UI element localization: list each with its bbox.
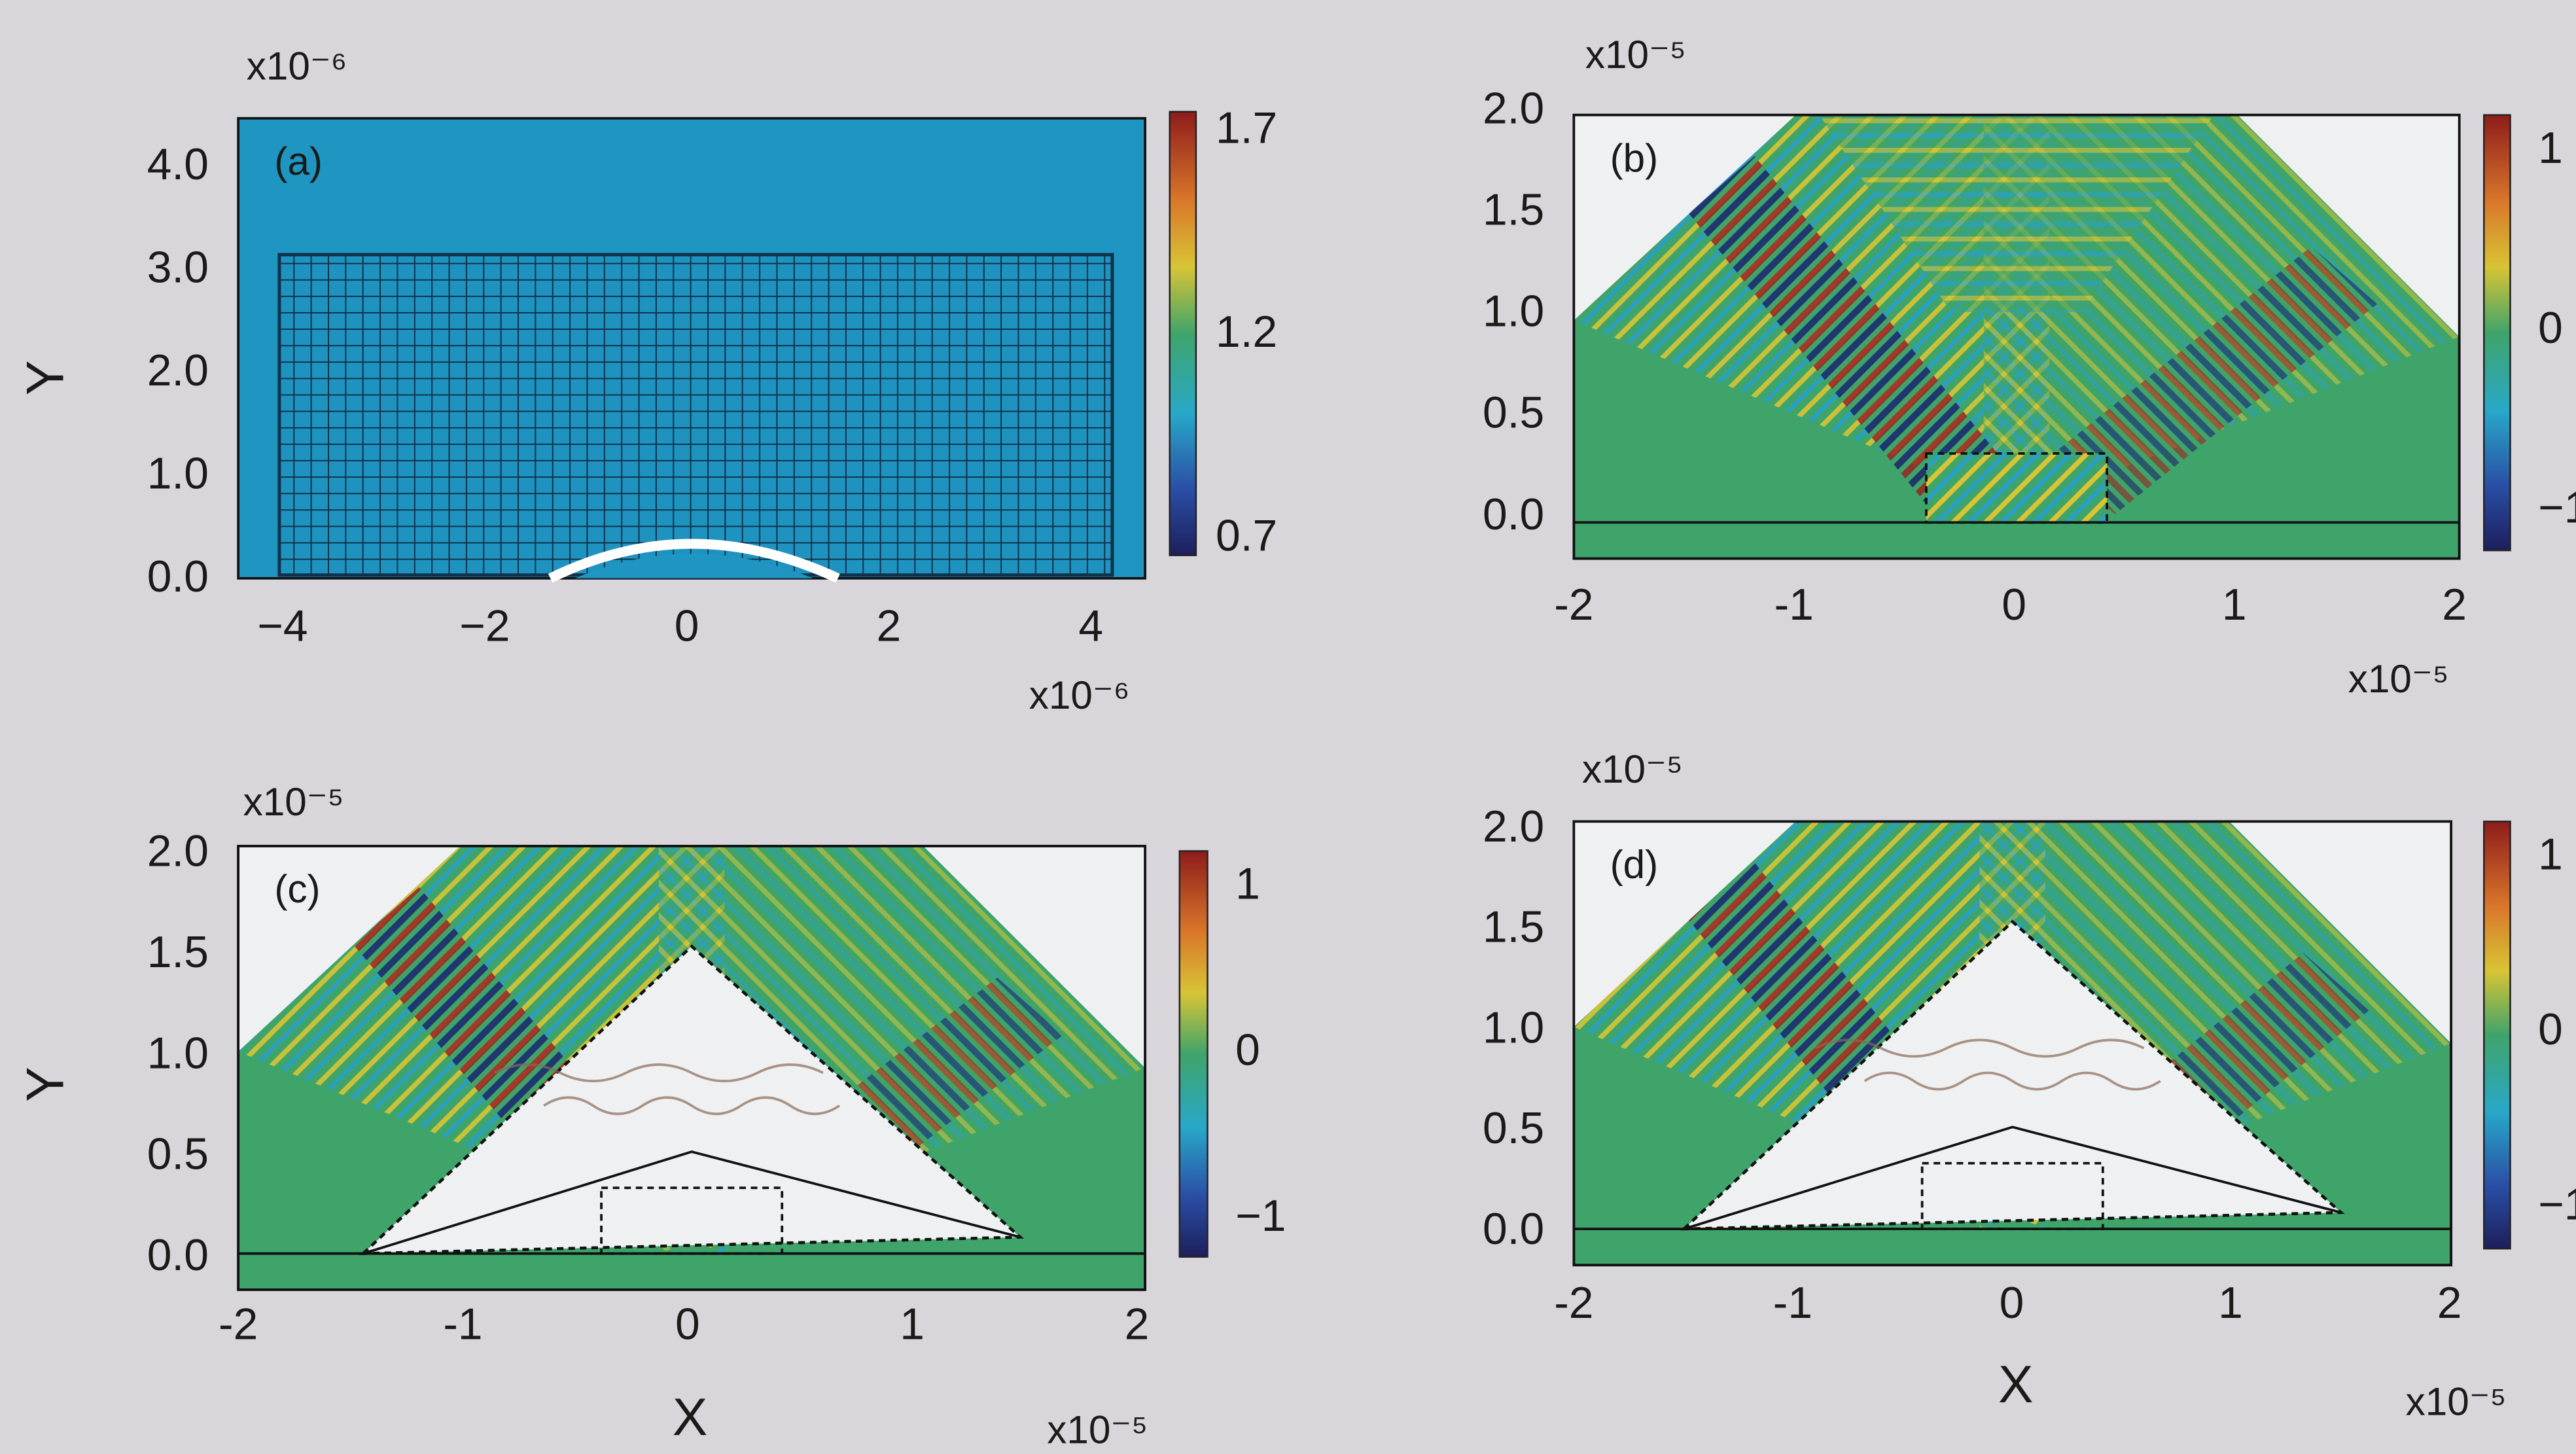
exponent: x10⁻⁵ <box>2348 656 2449 701</box>
panel-label: (c) <box>274 866 320 911</box>
scatterer <box>1925 452 2108 524</box>
y-tick-label: 0.5 <box>1483 1104 1544 1153</box>
inner-boundary <box>1684 1126 2342 1230</box>
colorbar-tick-label: 1.7 <box>1216 104 1277 153</box>
exponent: x10⁻⁵ <box>1047 1407 1148 1451</box>
y-tick-label: 1.0 <box>147 450 209 499</box>
corner-right <box>923 846 1146 1068</box>
panel: (d) 2.0 1.5 1.0 0.5 0.0-2 -1 0 1 2 1 0 −1 x10⁻⁵ x10⁻⁵ X <box>1483 747 2576 1424</box>
y-tick-label: 0.5 <box>1483 389 1544 438</box>
y-tick-label: 0.5 <box>147 1130 209 1179</box>
colorbar-tick-label: 1 <box>1235 860 1260 909</box>
x-tick-label: 2 <box>1125 1300 1150 1349</box>
exponent: x10⁻⁵ <box>2406 1379 2507 1424</box>
x-tick-label: 0 <box>2002 580 2026 629</box>
x-tick-label: -2 <box>1554 1279 1593 1328</box>
panel: (c) 2.0 1.5 1.0 0.5 0.0-2 -1 0 1 2 1 0 −1 x10⁻⁵ x10⁻⁵ Y… <box>16 779 1286 1451</box>
scatter-lines <box>493 1063 841 1116</box>
x-tick-label: 0 <box>2000 1279 2024 1328</box>
x-tick-label: 2 <box>2437 1279 2462 1328</box>
colorbar-tick-label: −1 <box>2538 1180 2576 1229</box>
y-tick-label: 2.0 <box>1483 802 1544 851</box>
colorbar-tick-label: −1 <box>1235 1192 1286 1241</box>
y-tick-label: 2.0 <box>147 346 209 395</box>
colorbar <box>2483 821 2511 1250</box>
wave-band-left <box>1689 156 2000 514</box>
y-tick-label: 2.0 <box>147 826 209 876</box>
panel-label: (a) <box>274 139 323 183</box>
colorbar-tick-label: 0.7 <box>1216 511 1277 560</box>
x-tick-label: -1 <box>1774 580 1814 629</box>
colorbar-tick-label: −1 <box>2538 484 2576 533</box>
x-tick-label: -2 <box>219 1300 258 1349</box>
frame <box>237 845 1146 1291</box>
x-tick-label: -2 <box>1554 580 1593 629</box>
scatter-lines <box>1814 1038 2161 1091</box>
corner-right <box>2229 821 2452 1044</box>
exponent: x10⁻⁶ <box>247 43 347 88</box>
y-tick-label: 0.0 <box>1483 490 1544 539</box>
x-tick-label: 1 <box>2222 580 2247 629</box>
y-tick-label: 0.0 <box>1483 1205 1544 1254</box>
y-tick-label: 1.5 <box>147 928 209 977</box>
x-axis-label: X <box>673 1388 708 1447</box>
frame <box>1572 820 2452 1267</box>
colorbar <box>1178 850 1209 1258</box>
exponent: x10⁻⁵ <box>1582 747 1683 791</box>
cavity <box>1680 919 2345 1231</box>
cavity <box>359 944 1025 1256</box>
panel-label: (b) <box>1610 135 1659 180</box>
x-tick-label: 4 <box>1078 602 1103 651</box>
colorbar-tick-label: 1 <box>2538 830 2563 879</box>
exponent: x10⁻⁶ <box>1029 673 1130 717</box>
x-tick-label: -1 <box>1773 1279 1812 1328</box>
x-tick-label: −2 <box>459 602 510 651</box>
exponent: x10⁻⁵ <box>243 779 344 824</box>
colorbar-tick-label: 1.2 <box>1216 308 1277 357</box>
x-tick-label: 0 <box>675 602 699 651</box>
y-tick-label: 1.0 <box>147 1029 209 1078</box>
y-axis-label: Y <box>16 361 75 396</box>
panel-label: (d) <box>1610 842 1659 887</box>
y-tick-label: 3.0 <box>147 243 209 293</box>
x-tick-label: 1 <box>900 1300 925 1349</box>
colorbar-tick-label: 0 <box>2538 304 2563 353</box>
y-tick-label: 1.5 <box>1483 186 1544 235</box>
x-tick-label: −4 <box>257 602 308 651</box>
exponent: x10⁻⁵ <box>1585 32 1686 77</box>
corner-left <box>1574 115 1796 321</box>
y-tick-label: 0.0 <box>147 552 209 601</box>
x-tick-label: 1 <box>2218 1279 2243 1328</box>
x-axis-label: X <box>1998 1355 2034 1414</box>
y-tick-label: 1.0 <box>1483 1003 1544 1052</box>
y-tick-label: 0.0 <box>147 1231 209 1280</box>
y-axis-label: Y <box>16 1067 75 1102</box>
y-tick-label: 2.0 <box>1483 84 1544 133</box>
inner-boundary <box>362 1150 1021 1255</box>
panel: (a) 4.0 3.0 2.0 1.0 0.0 −4 −2 0 2 4 1.7 1.2 0.7 x10⁻⁶ x… <box>16 43 1278 717</box>
x-tick-label: 2 <box>877 602 902 651</box>
x-tick-label: -1 <box>443 1300 482 1349</box>
wave-band-right <box>2049 246 2378 514</box>
panel: (b) 2.0 1.5 1.0 0.5 0.0-2 -1 0 1 2 1 0 −1 x10⁻⁵ x10⁻⁵ <box>1483 32 2576 701</box>
bump-inner <box>574 554 813 578</box>
colorbar-tick-label: 0 <box>2538 1005 2563 1054</box>
frame <box>1572 113 2461 560</box>
y-tick-label: 1.5 <box>1483 903 1544 952</box>
colorbar <box>2483 114 2511 552</box>
colorbar-tick-label: 0 <box>1235 1025 1260 1074</box>
colorbar <box>1169 111 1197 556</box>
corner-left <box>1574 821 1796 1027</box>
x-tick-label: 0 <box>675 1300 700 1349</box>
bump <box>548 539 840 583</box>
arcs <box>1819 115 2214 313</box>
mesh <box>277 253 1114 577</box>
y-tick-label: 1.0 <box>1483 287 1544 336</box>
x-tick-label: 2 <box>2442 580 2467 629</box>
colorbar-tick-label: 1 <box>2538 124 2563 173</box>
y-tick-label: 4.0 <box>147 140 209 189</box>
